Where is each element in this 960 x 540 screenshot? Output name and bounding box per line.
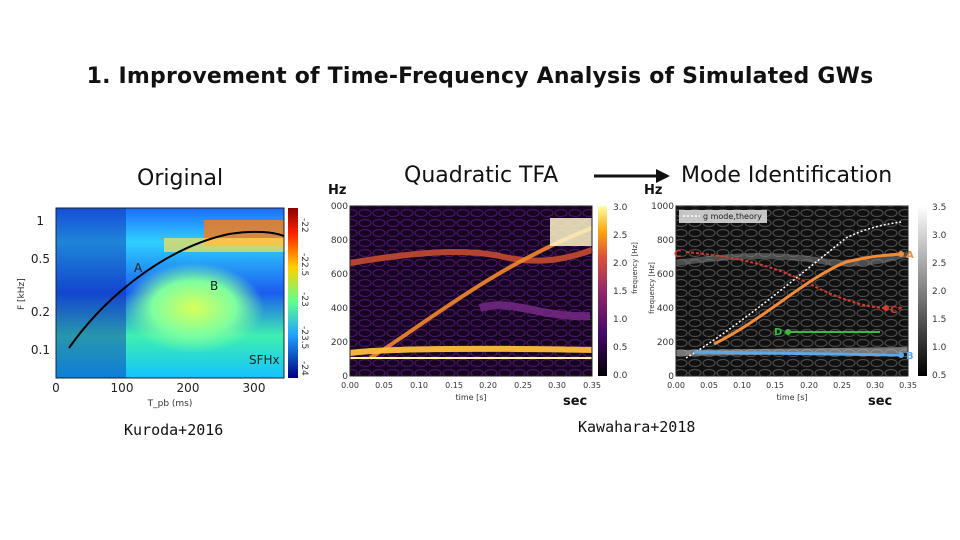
x-tick: 0.20 xyxy=(479,381,497,390)
x-tick: 0.15 xyxy=(445,381,463,390)
y-tick: 600 xyxy=(331,270,348,280)
quadratic-tfa-label: Quadratic TFA xyxy=(404,163,559,188)
colorbar-tick: -22.5 xyxy=(299,253,309,276)
colorbar-tick: 2.0 xyxy=(613,259,628,269)
x-tick: 300 xyxy=(243,381,266,395)
x-axis-label: T_pb (ms) xyxy=(147,399,193,409)
mode-c-star-label: C* xyxy=(890,305,903,316)
y-tick: 0.5 xyxy=(31,252,50,266)
colorbar-tick: 0.5 xyxy=(613,343,627,353)
x-tick: 0.30 xyxy=(866,381,884,390)
x-tick: 0 xyxy=(52,381,60,395)
colorbar-tick: 3.0 xyxy=(932,231,947,241)
mode-a-curve xyxy=(68,230,285,349)
x-tick: 0.05 xyxy=(375,381,393,390)
mode-a-label: A xyxy=(906,250,914,261)
colorbar-tick: 3.0 xyxy=(613,203,628,213)
reference-kawahara: Kawahara+2018 xyxy=(578,418,696,436)
x-tick: 0.35 xyxy=(583,381,601,390)
colorbar-tick: -23.5 xyxy=(299,326,309,349)
y-axis-label: frequency [Hz] xyxy=(648,262,656,314)
hz-unit-label-right: Hz xyxy=(644,183,663,198)
colorbar-tick: 1.5 xyxy=(932,315,946,325)
y-tick: 0 xyxy=(342,372,348,382)
colorbar xyxy=(288,208,298,378)
x-tick: 0.10 xyxy=(733,381,751,390)
colorbar-tick: 1.0 xyxy=(932,343,947,353)
y-tick: 400 xyxy=(331,304,348,314)
mode-a-curve xyxy=(713,252,902,346)
y-tick: 0.2 xyxy=(31,305,50,319)
x-tick: 0.00 xyxy=(341,381,359,390)
colorbar-tick: -24 xyxy=(299,361,309,376)
y-tick: 400 xyxy=(657,304,674,314)
hz-unit-label: Hz xyxy=(328,183,347,198)
y-tick: 600 xyxy=(657,270,674,280)
colorbar-tick: 1.5 xyxy=(613,287,627,297)
legend-label: g mode,theory xyxy=(703,212,762,221)
mode-a-label: A xyxy=(134,261,143,275)
colorbar-tick: 3.5 xyxy=(932,203,946,213)
y-tick: 1000 xyxy=(651,202,674,212)
mode-identification-figure: g mode,theory A B C C* D 3.5 3.0 2.5 2.0… xyxy=(648,202,947,402)
x-tick: 0.10 xyxy=(410,381,428,390)
original-label: Original xyxy=(137,166,224,191)
x-tick: 0.20 xyxy=(800,381,818,390)
y-tick: 200 xyxy=(657,338,674,348)
colorbar xyxy=(598,206,607,376)
x-tick: 0.05 xyxy=(700,381,718,390)
y-tick: 1 xyxy=(36,214,44,228)
slide-title: 1. Improvement of Time-Frequency Analysi… xyxy=(86,64,874,89)
y-tick: 800 xyxy=(331,236,348,246)
mode-b-curve xyxy=(693,350,902,357)
colorbar-tick: 0.5 xyxy=(932,371,946,381)
x-tick: 100 xyxy=(111,381,134,395)
x-tick: 0.00 xyxy=(667,381,685,390)
mode-identification-label: Mode Identification xyxy=(681,163,893,188)
legend-box xyxy=(679,210,767,223)
x-tick: 0.35 xyxy=(899,381,917,390)
colorbar xyxy=(918,206,927,376)
y-axis-label: F [kHz] xyxy=(17,278,27,310)
x-axis-label: time [s] xyxy=(455,393,486,402)
x-tick: 0.15 xyxy=(766,381,784,390)
x-tick: 0.30 xyxy=(548,381,566,390)
original-spectrogram-figure: A B SFHx -22 -22.5 -23 -23.5 -24 1 0.5 0… xyxy=(17,207,309,409)
sec-unit-label: sec xyxy=(563,394,588,409)
x-tick: 200 xyxy=(177,381,200,395)
colorbar-tick: -22 xyxy=(299,218,309,233)
y-tick: 0.1 xyxy=(31,343,50,357)
model-label: SFHx xyxy=(249,353,280,367)
mode-b-label: B xyxy=(906,351,914,362)
colorbar-tick: 1.0 xyxy=(613,315,628,325)
colorbar-tick: 0.0 xyxy=(613,371,628,381)
right-arrow-icon xyxy=(594,169,670,183)
y-tick: 200 xyxy=(331,338,348,348)
colorbar-tick: -23 xyxy=(299,292,309,307)
y-tick: 1000 xyxy=(330,202,348,212)
mode-b-label: B xyxy=(210,279,218,293)
x-axis-label: time [s] xyxy=(776,393,807,402)
x-tick: 0.25 xyxy=(514,381,532,390)
colorbar-tick: 2.5 xyxy=(613,231,627,241)
reference-kuroda: Kuroda+2016 xyxy=(124,421,224,439)
y-tick: 800 xyxy=(657,236,674,246)
mode-d-label: D xyxy=(774,327,782,338)
colorbar-tick: 2.0 xyxy=(932,287,947,297)
quadratic-tfa-figure: 3.0 2.5 2.0 1.5 1.0 0.5 0.0 frequency [H… xyxy=(330,202,639,402)
colorbar-tick: 2.5 xyxy=(932,259,946,269)
sec-unit-label-right: sec xyxy=(868,394,893,409)
colorbar-label: frequency [Hz] xyxy=(631,242,639,294)
y-tick: 0 xyxy=(668,372,674,382)
x-tick: 0.25 xyxy=(833,381,851,390)
mode-c-label: C xyxy=(674,249,681,260)
mode-c-curve xyxy=(685,251,887,309)
